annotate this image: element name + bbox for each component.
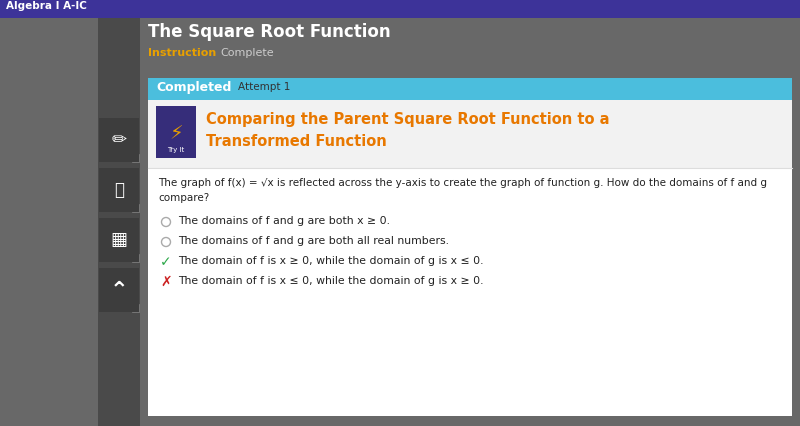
- Text: compare?: compare?: [158, 193, 210, 203]
- Text: The domains of f and g are both x ≥ 0.: The domains of f and g are both x ≥ 0.: [178, 216, 390, 226]
- Bar: [148, 100, 792, 168]
- Text: ⚡: ⚡: [169, 124, 183, 144]
- Bar: [156, 106, 196, 158]
- Text: ✏: ✏: [111, 131, 126, 149]
- Text: The domains of f and g are both all real numbers.: The domains of f and g are both all real…: [178, 236, 449, 246]
- Bar: [148, 78, 792, 100]
- Bar: [98, 18, 140, 426]
- Text: The graph of f(x) = √x is reflected across the y-axis to create the graph of fun: The graph of f(x) = √x is reflected acro…: [158, 178, 767, 188]
- Text: ✓: ✓: [160, 255, 172, 269]
- Bar: [0, 0, 800, 18]
- Text: Complete: Complete: [220, 48, 274, 58]
- Bar: [99, 268, 139, 312]
- Text: Instruction: Instruction: [148, 48, 216, 58]
- Text: Transformed Function: Transformed Function: [206, 134, 386, 149]
- Text: ⌃: ⌃: [110, 280, 128, 300]
- Bar: [99, 168, 139, 212]
- Text: Comparing the Parent Square Root Function to a: Comparing the Parent Square Root Functio…: [206, 112, 610, 127]
- Text: Try It: Try It: [167, 147, 185, 153]
- Text: ✗: ✗: [160, 275, 172, 289]
- Text: Completed: Completed: [156, 81, 231, 94]
- Text: 🎧: 🎧: [114, 181, 124, 199]
- Text: The domain of f is x ≤ 0, while the domain of g is x ≥ 0.: The domain of f is x ≤ 0, while the doma…: [178, 276, 483, 286]
- Bar: [99, 218, 139, 262]
- Bar: [148, 100, 792, 416]
- Text: Attempt 1: Attempt 1: [238, 82, 290, 92]
- Text: Algebra I A-IC: Algebra I A-IC: [6, 1, 87, 11]
- Text: The domain of f is x ≥ 0, while the domain of g is x ≤ 0.: The domain of f is x ≥ 0, while the doma…: [178, 256, 483, 266]
- Bar: [99, 118, 139, 162]
- Text: The Square Root Function: The Square Root Function: [148, 23, 390, 41]
- Text: ▦: ▦: [110, 231, 127, 249]
